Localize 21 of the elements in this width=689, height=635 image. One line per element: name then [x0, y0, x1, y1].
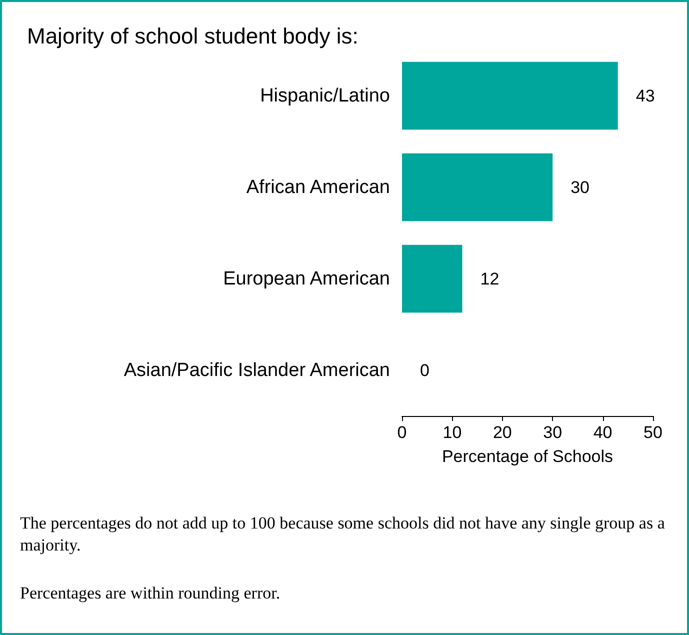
x-tick-label: 50	[644, 423, 662, 442]
y-tick-label: European American	[223, 268, 390, 290]
bar	[402, 244, 462, 313]
text: Percentages are within rounding error.	[20, 584, 280, 602]
y-tick-label: Asian/Pacific Islander American	[124, 360, 390, 381]
data-label: 0	[420, 360, 430, 380]
x-tick-label: 40	[593, 423, 612, 442]
x-tick-label: 30	[543, 423, 562, 442]
data-label: 43	[636, 86, 655, 106]
y-tick-label: African American	[246, 176, 390, 198]
bar	[402, 153, 553, 222]
x-tick-label: 10	[442, 423, 462, 442]
data-label: 30	[570, 178, 590, 197]
x-axis-title: Percentage of Schools	[442, 447, 614, 466]
y-tick-label: Hispanic/Latino	[260, 85, 390, 106]
x-tick-label: 0	[397, 423, 407, 442]
text: The percentages do not add up to 100 because some schools did not have any single group as a majority.	[20, 514, 670, 554]
data-label: 12	[480, 269, 500, 288]
text: Majority of school student body is:	[27, 24, 358, 48]
bar	[402, 62, 618, 130]
x-tick-label: 20	[492, 423, 512, 442]
